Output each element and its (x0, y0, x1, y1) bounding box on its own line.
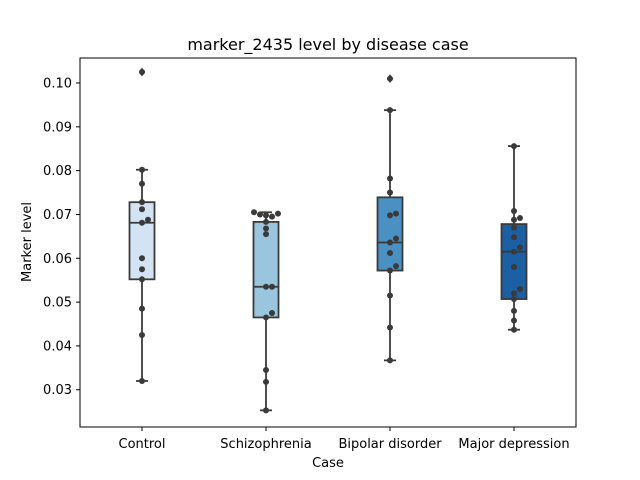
data-point (393, 263, 399, 270)
data-point (387, 250, 393, 257)
data-point (263, 367, 269, 374)
data-point (517, 285, 523, 292)
y-tick-label: 0.06 (43, 252, 72, 267)
data-point (511, 290, 517, 297)
data-point (387, 239, 393, 246)
data-point (275, 210, 281, 217)
data-point (145, 216, 151, 223)
data-point (263, 283, 269, 290)
data-point (263, 378, 269, 385)
data-point (387, 175, 393, 182)
y-tick-label: 0.04 (43, 339, 72, 354)
data-point (387, 212, 393, 219)
x-tick-label: Schizophrenia (220, 437, 311, 452)
data-point (263, 407, 269, 414)
y-tick-label: 0.05 (43, 296, 72, 311)
data-point (139, 377, 145, 384)
data-point (393, 210, 399, 217)
y-tick-label: 0.08 (43, 164, 72, 179)
data-point (263, 218, 269, 225)
data-point (269, 213, 275, 220)
data-point (511, 224, 517, 231)
data-point (511, 143, 517, 150)
data-point (517, 244, 523, 251)
data-point (387, 324, 393, 331)
data-point (257, 211, 263, 218)
data-point (139, 276, 145, 283)
data-point (387, 107, 393, 114)
data-point (139, 166, 145, 173)
data-point (139, 69, 145, 76)
data-point (517, 214, 523, 221)
y-axis-label: Marker level (20, 202, 35, 282)
y-tick-label: 0.07 (43, 208, 72, 223)
data-point (139, 266, 145, 273)
data-point (263, 231, 269, 238)
data-point (251, 209, 257, 216)
data-point (511, 216, 517, 223)
data-point (387, 189, 393, 196)
data-point (511, 296, 517, 303)
data-point (263, 212, 269, 219)
data-point (139, 255, 145, 262)
data-point (139, 305, 145, 312)
data-point (139, 199, 145, 206)
data-point (269, 283, 275, 290)
box-bipolar-disorder (376, 196, 404, 272)
data-point (511, 234, 517, 241)
data-point (387, 267, 393, 274)
data-point (387, 75, 393, 82)
data-point (139, 331, 145, 338)
chart-title: marker_2435 level by disease case (187, 35, 468, 55)
y-tick-label: 0.10 (43, 76, 72, 91)
data-point (393, 235, 399, 242)
data-point (511, 264, 517, 271)
data-point (511, 317, 517, 324)
x-tick-label: Control (119, 437, 166, 452)
data-point (139, 219, 145, 226)
data-point (139, 180, 145, 187)
data-point (139, 206, 145, 213)
data-point (387, 292, 393, 299)
x-tick-label: Major depression (458, 437, 569, 452)
data-point (511, 248, 517, 255)
data-point (387, 357, 393, 364)
y-tick-label: 0.09 (43, 120, 72, 135)
plot-area: 0.03 0.04 0.05 0.06 0.07 0.08 0.09 0.10 Control S… (43, 67, 570, 452)
data-point (511, 307, 517, 314)
y-tick-label: 0.03 (43, 383, 72, 398)
x-axis-label: Case (312, 456, 344, 471)
x-tick-label: Bipolar disorder (338, 437, 442, 452)
data-point (511, 207, 517, 214)
data-point (263, 225, 269, 232)
data-point (511, 326, 517, 333)
axes-frame (79, 57, 577, 428)
data-point (263, 314, 269, 321)
data-point (269, 310, 275, 317)
